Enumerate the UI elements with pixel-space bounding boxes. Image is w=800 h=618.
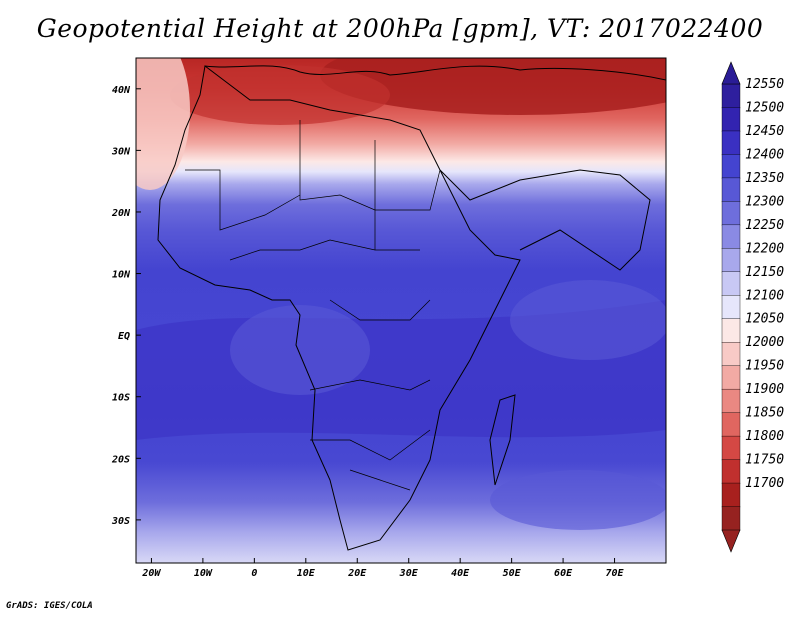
colorbar-swatch — [721, 201, 741, 226]
colorbar-swatch — [721, 435, 741, 461]
colorbar-swatch — [721, 318, 741, 343]
height-field — [136, 58, 666, 563]
colorbar-swatch — [721, 248, 741, 273]
colorbar-label: 12400 — [745, 147, 784, 162]
colorbar-label: 12200 — [745, 241, 784, 256]
colorbar-label: 11950 — [745, 359, 784, 374]
colorbar-label: 11700 — [745, 476, 784, 491]
x-tick-label: 40E — [451, 568, 470, 579]
colorbar-swatch — [721, 459, 741, 484]
x-tick-label: 30E — [399, 568, 419, 579]
colorbar-label: 11900 — [745, 382, 784, 397]
colorbar-label: 12500 — [745, 100, 784, 115]
political-borders — [185, 120, 441, 491]
x-tick-label: 0 — [251, 568, 257, 579]
y-tick-label: 20S — [111, 454, 130, 465]
colorbar-swatch — [721, 130, 741, 156]
credit-label: GrADS: IGES/COLA — [6, 601, 93, 611]
x-tick-label: 10E — [297, 568, 316, 579]
colorbar-label: 12050 — [745, 312, 784, 327]
colorbar-swatch — [721, 412, 741, 437]
y-tick-label: 10S — [112, 393, 130, 404]
colorbar: 12550 12500 12450 12400 12350 12300 12250 12200… — [721, 61, 784, 553]
x-axis-ticks: 20W 10W 0 10E 20E 30E 40E 50E 60E 70E — [141, 558, 625, 579]
colorbar-label: 12100 — [745, 288, 784, 303]
colorbar-label: 11800 — [745, 429, 784, 444]
colorbar-swatch — [721, 154, 741, 179]
colorbar-bottom-arrow — [721, 529, 741, 553]
colorbar-swatch — [721, 107, 741, 132]
colorbar-swatch — [721, 295, 741, 320]
x-tick-label: 70E — [606, 568, 625, 579]
colorbar-swatch — [721, 177, 741, 203]
x-tick-label: 20E — [347, 568, 367, 579]
colorbar-label: 12000 — [745, 335, 784, 350]
colorbar-swatch — [721, 482, 741, 508]
colorbar-label: 11750 — [745, 453, 784, 468]
colorbar-swatch — [721, 365, 741, 390]
y-tick-label: 30N — [111, 146, 131, 157]
x-tick-label: 20W — [141, 568, 161, 579]
colorbar-label: 12250 — [745, 218, 784, 233]
y-tick-label: 40N — [112, 85, 131, 96]
colorbar-label: 12550 — [745, 77, 784, 92]
colorbar-swatch — [721, 83, 741, 109]
coastlines — [157, 65, 666, 551]
page-title: Geopotential Height at 200hPa [gpm], VT:… — [36, 14, 764, 43]
y-tick-label: 10N — [112, 270, 131, 281]
x-tick-label: 50E — [503, 568, 522, 579]
plot-frame — [135, 57, 667, 564]
x-tick-label: 10W — [194, 568, 213, 579]
x-tick-label: 60E — [554, 568, 573, 579]
y-tick-label: 20N — [111, 208, 131, 219]
colorbar-swatch — [721, 271, 741, 296]
colorbar-label: 12150 — [745, 265, 784, 280]
colorbar-swatch — [721, 342, 741, 367]
colorbar-label: 12450 — [745, 124, 784, 139]
y-axis-ticks: 40N 30N 20N 10N EQ 10S 20S 30S — [111, 85, 141, 527]
colorbar-label: 12300 — [745, 194, 784, 209]
colorbar-top-arrow — [721, 61, 741, 85]
colorbar-swatch — [721, 224, 741, 250]
y-tick-label: EQ — [118, 331, 130, 342]
colorbar-swatch — [721, 388, 741, 414]
colorbar-label: 12350 — [745, 171, 784, 186]
y-tick-label: 30S — [111, 516, 130, 527]
colorbar-label: 11850 — [745, 406, 784, 421]
colorbar-swatch — [721, 506, 741, 531]
